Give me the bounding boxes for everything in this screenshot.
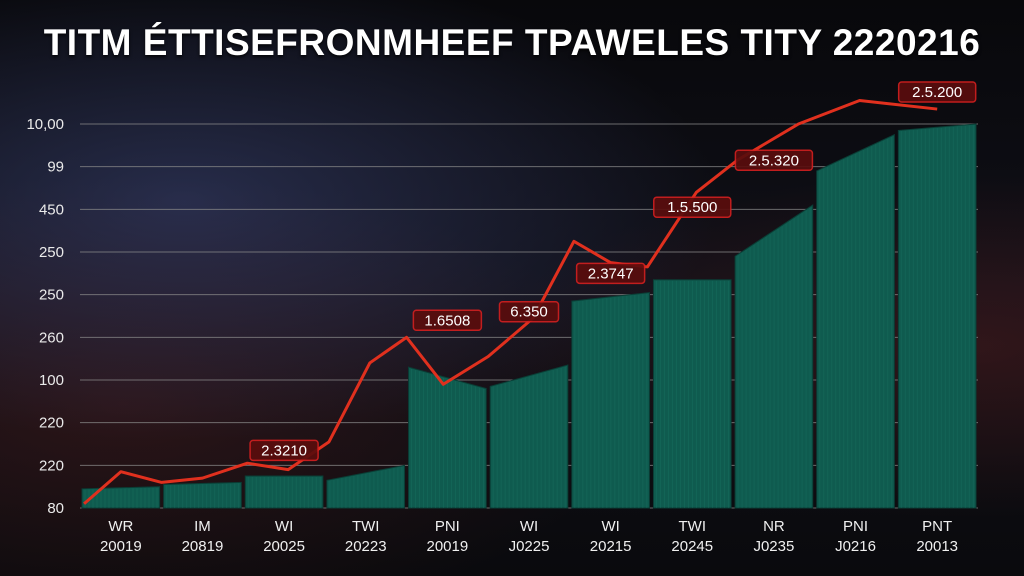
bar: [734, 204, 814, 509]
data-label-box: [412, 309, 483, 332]
x-tick-label: 20025: [263, 538, 305, 555]
y-tick-label: 100: [39, 372, 64, 389]
x-tick-label: WI: [275, 518, 293, 535]
y-tick-label: 250: [39, 244, 64, 261]
bar: [326, 464, 406, 509]
data-label: 2.5.200: [912, 84, 962, 101]
y-tick-label: 250: [39, 287, 64, 304]
x-tick-label: TWI: [679, 518, 707, 535]
x-tick-label: WI: [601, 518, 619, 535]
data-label: 1.5.500: [667, 199, 717, 216]
x-tick-label: WR: [108, 518, 133, 535]
data-label-box: [734, 149, 814, 172]
bar: [244, 475, 324, 509]
x-tick-label: TWI: [352, 518, 380, 535]
x-tick-label: J0235: [753, 538, 794, 555]
bar: [489, 364, 569, 509]
bar: [163, 481, 242, 509]
data-label-box: [575, 262, 646, 285]
y-tick-label: 99: [47, 159, 64, 176]
x-tick-label: 20019: [100, 538, 142, 555]
x-tick-label: 20013: [916, 538, 958, 555]
x-tick-label: PNI: [435, 518, 460, 535]
y-tick-label: 80: [47, 500, 64, 517]
data-label-box: [249, 439, 319, 462]
x-tick-label: 20019: [427, 538, 469, 555]
y-tick-label: 220: [39, 415, 64, 432]
x-tick-label: 20215: [590, 538, 632, 555]
data-label-box: [653, 196, 732, 218]
x-tick-label: 20223: [345, 538, 387, 555]
x-tick-label: NR: [763, 518, 785, 535]
data-label: 2.3747: [588, 265, 634, 282]
bar: [816, 133, 895, 509]
bar: [408, 366, 487, 509]
data-labels: 2.3210 1.6508 6.350 2.3747 1.5.500 2.5.320 2.5…: [249, 81, 977, 462]
bars: [81, 123, 977, 509]
bar: [897, 123, 977, 509]
data-label: 1.6508: [424, 312, 470, 329]
bar: [652, 279, 732, 509]
x-tick-label: IM: [194, 518, 211, 535]
trend-line: [83, 99, 938, 505]
x-tick-label: PNT: [922, 518, 952, 535]
x-axis: WR 20019 IM 20819 WI 20025 TWI 20223 PNI 20019 WI J…: [100, 518, 958, 555]
bar: [81, 486, 161, 509]
data-label-box: [897, 81, 977, 103]
data-label: 2.3210: [261, 442, 307, 459]
x-tick-label: WI: [520, 518, 538, 535]
bar: [571, 291, 650, 509]
y-tick-label: 220: [39, 457, 64, 474]
y-tick-label: 10,00: [26, 116, 64, 133]
y-axis: 10,00 99 450 250 250 260 100 220 220 80: [26, 116, 64, 517]
x-tick-label: 20245: [671, 538, 713, 555]
x-tick-label: 20819: [182, 538, 224, 555]
y-tick-label: 450: [39, 201, 64, 218]
chart-title: TITM ÉTTISEFRONMHEEF TPAWELES TITY 22202…: [43, 22, 981, 63]
x-tick-label: PNI: [843, 518, 868, 535]
data-label: 6.350: [510, 304, 548, 321]
data-label: 2.5.320: [749, 152, 799, 169]
x-tick-label: J0225: [509, 538, 550, 555]
x-tick-label: J0216: [835, 538, 876, 555]
data-label-box: [498, 300, 560, 323]
y-tick-label: 260: [39, 329, 64, 346]
trend-line-path: [83, 99, 938, 505]
